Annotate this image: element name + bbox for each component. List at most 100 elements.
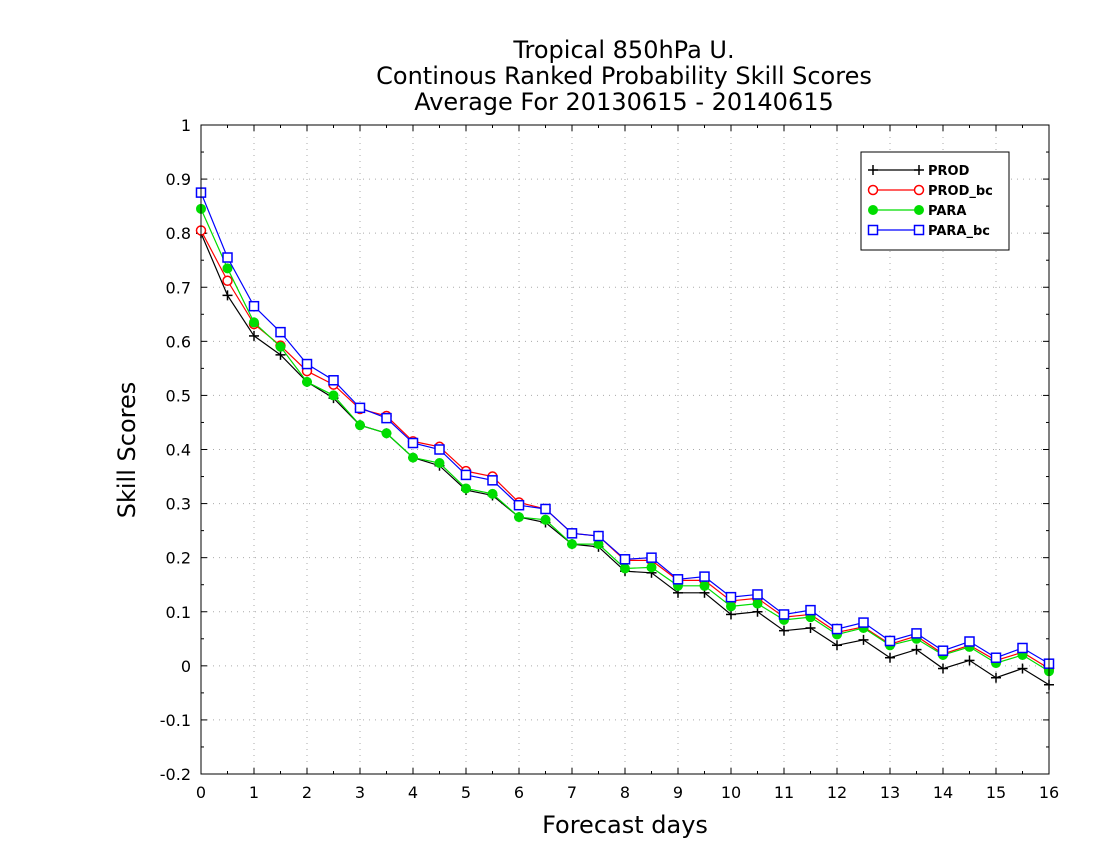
legend-marker-prod-bc [913, 184, 925, 196]
point-para-bc [884, 635, 896, 647]
point-para [275, 341, 286, 352]
point-prod [964, 655, 975, 666]
point-para-bc [301, 358, 313, 370]
tick-labels: 0 1 2 3 4 5 6 7 8 9 10 11 12 13 14 15 16-0.2-0.100.10.20… [160, 116, 1059, 802]
x-tick-label: 7 [567, 783, 577, 802]
legend-label-para: PARA [928, 204, 966, 219]
point-para-bc [937, 645, 949, 656]
x-tick-label: 5 [461, 783, 471, 802]
legend-marker-para-bc [867, 224, 879, 236]
legend-marker-prod [868, 165, 878, 175]
point-para [646, 562, 657, 573]
x-tick-label: 0 [196, 783, 206, 802]
point-para-bc [964, 636, 975, 647]
point-para [620, 563, 630, 574]
plot-frame [200, 124, 1050, 775]
point-prod [249, 330, 259, 341]
x-tick-label: 1 [249, 783, 259, 802]
x-tick-label: 16 [1039, 783, 1059, 802]
point-para [699, 580, 710, 591]
series-group [195, 187, 1055, 690]
point-para-bc [619, 554, 631, 565]
legend: PROD PROD_bc PARA PARA_bc [860, 151, 1010, 251]
series-para-bc [195, 187, 1055, 669]
legend-label-prod-bc: PROD_bc [928, 184, 993, 199]
point-para [408, 452, 418, 463]
y-tick-label: -0.1 [160, 711, 191, 730]
point-para-bc [725, 591, 737, 603]
point-para [249, 317, 259, 328]
point-para-bc [328, 375, 339, 386]
y-tick-label: -0.2 [160, 765, 191, 784]
point-para-bc [805, 604, 816, 616]
point-para-bc [858, 617, 869, 628]
point-prod [805, 622, 816, 633]
point-para-bc [672, 574, 684, 585]
point-prod [858, 634, 869, 645]
point-para-bc [1017, 642, 1028, 654]
x-tick-label: 15 [986, 783, 1006, 802]
x-tick-label: 2 [302, 783, 312, 802]
point-prod [832, 640, 842, 651]
point-para [726, 601, 736, 612]
legend-label-para-bc: PARA_bc [928, 224, 990, 239]
series-line-para [200, 208, 1050, 672]
point-prod [991, 672, 1001, 683]
x-tick-label: 8 [620, 783, 630, 802]
point-para-bc [248, 300, 260, 312]
point-para-bc [911, 628, 922, 639]
y-tick-label: 0.7 [166, 278, 191, 297]
point-para [461, 483, 471, 494]
title-line-1: Tropical 850hPa U. [512, 36, 734, 64]
point-para-bc [540, 503, 551, 515]
point-para-bc [460, 469, 472, 481]
x-tick-label: 12 [827, 783, 847, 802]
point-para-bc [354, 402, 366, 414]
point-prod [1017, 663, 1028, 674]
y-axis-label: Skill Scores [113, 382, 141, 519]
title-line-2: Continous Ranked Probability Skill Score… [376, 62, 872, 90]
legend-marker-para-bc [913, 224, 925, 236]
legend-marker-para [914, 205, 924, 215]
point-prod [911, 644, 922, 655]
series-prod [196, 228, 1054, 690]
y-tick-label: 1 [181, 116, 191, 135]
y-tick-label: 0.6 [166, 332, 191, 351]
x-axis-label: Forecast days [542, 811, 708, 839]
point-para-bc [990, 652, 1002, 663]
point-para-bc [593, 530, 604, 542]
y-tick-label: 0.2 [166, 549, 191, 568]
point-para [514, 512, 524, 523]
point-para [487, 488, 498, 499]
point-para-bc [381, 412, 392, 424]
point-para-bc [566, 528, 578, 539]
title-line-3: Average For 20130615 - 20140615 [414, 88, 834, 116]
point-para [222, 263, 233, 274]
legend-marker-para [868, 205, 878, 215]
point-prod [779, 625, 789, 636]
point-para-bc [222, 252, 233, 263]
x-tick-label: 6 [514, 783, 524, 802]
point-para [567, 539, 577, 550]
y-tick-label: 0.3 [166, 495, 191, 514]
y-tick-label: 0.9 [166, 170, 191, 189]
point-para [355, 420, 365, 431]
y-tick-label: 0.1 [166, 603, 191, 622]
point-para [752, 598, 763, 609]
y-tick-label: 0 [181, 657, 191, 676]
x-tick-label: 14 [933, 783, 953, 802]
x-tick-label: 4 [408, 783, 418, 802]
point-para-bc [831, 623, 843, 635]
point-para-bc [407, 437, 419, 449]
point-para-bc [699, 571, 710, 582]
point-para-bc [752, 589, 763, 600]
legend-marker-prod-bc [867, 184, 879, 196]
x-tick-label: 11 [774, 783, 794, 802]
legend-marker-prod [914, 165, 924, 175]
point-para [381, 428, 392, 439]
legend-box [860, 151, 1010, 251]
point-para-bc [513, 499, 525, 511]
x-tick-label: 10 [721, 783, 741, 802]
legend-label-prod: PROD [928, 164, 970, 179]
